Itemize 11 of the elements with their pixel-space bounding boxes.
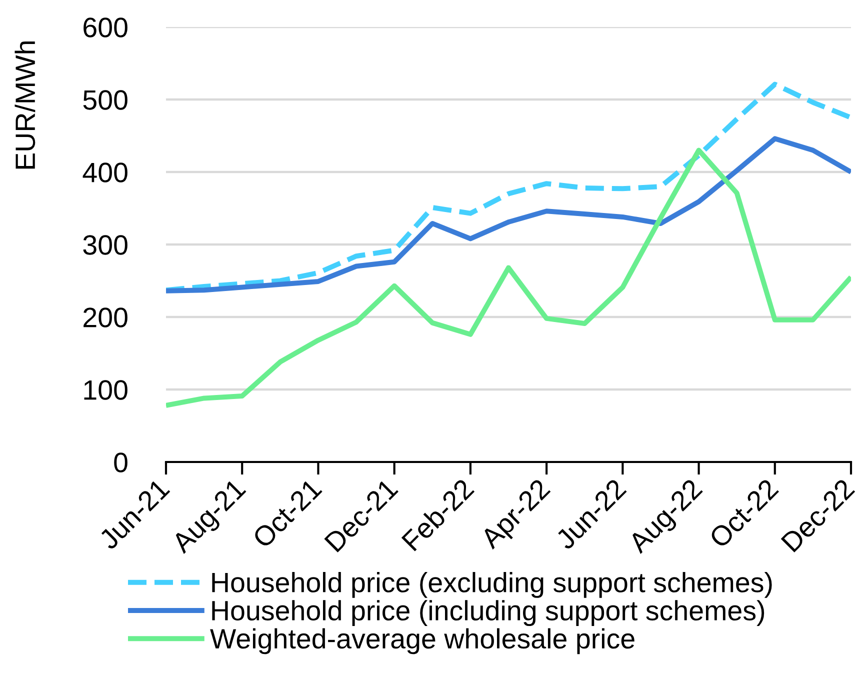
y-tick-label: 300 xyxy=(83,235,128,255)
y-tick-label: 200 xyxy=(84,308,128,328)
legend-label: Weighted-average wholesale price xyxy=(210,628,634,654)
y-tick-label: 500 xyxy=(83,90,128,110)
legend-label: Household price (excluding support schemes) xyxy=(212,572,772,598)
y-axis-title: EUR/MWh xyxy=(14,42,36,169)
y-tick-label: 400 xyxy=(82,162,128,182)
y-tick-label: 600 xyxy=(84,18,128,38)
y-tick-label: 100 xyxy=(84,380,128,400)
y-tick-label: 0 xyxy=(114,452,128,472)
legend-label: Household price (including support schemes) xyxy=(212,600,764,626)
